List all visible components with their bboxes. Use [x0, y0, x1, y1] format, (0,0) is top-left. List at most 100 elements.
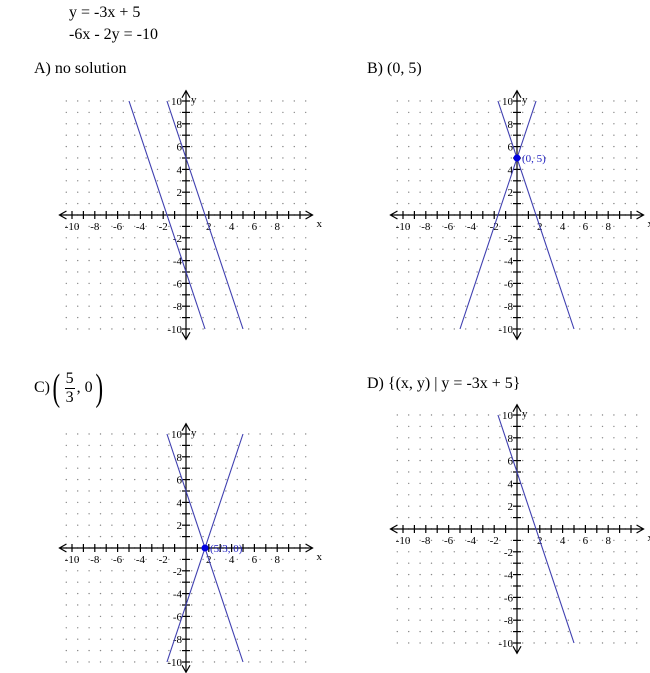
grid-dot — [544, 145, 547, 148]
grid-dot — [191, 100, 193, 102]
grid-dot — [533, 471, 535, 473]
grid-dot — [77, 513, 79, 515]
grid-dot — [111, 444, 113, 447]
grid-dot — [122, 627, 125, 629]
grid-dot — [282, 467, 284, 469]
grid-dot — [636, 516, 638, 519]
grid-dot — [590, 259, 592, 262]
grid-dot — [510, 551, 512, 553]
grid-dot — [236, 649, 238, 652]
grid-dot — [613, 459, 615, 462]
grid-dot — [556, 630, 558, 633]
choice-a-label[interactable]: A) no solution — [34, 59, 126, 79]
grid-dot — [510, 271, 512, 273]
grid-dot — [430, 225, 433, 228]
grid-dot — [396, 414, 398, 416]
choice-c-label[interactable]: C) ( 5 3 , 0 ) — [34, 369, 105, 407]
grid-dot — [293, 615, 295, 618]
grid-dot — [613, 237, 615, 239]
grid-dot — [556, 180, 558, 182]
left-paren: ( — [52, 367, 61, 409]
grid-dot — [556, 282, 558, 285]
grid-dot — [168, 123, 170, 125]
grid-dot — [77, 157, 79, 159]
y-tick-label: 6 — [508, 456, 514, 468]
grid-dot — [99, 535, 102, 538]
grid-dot — [88, 649, 90, 652]
grid-dot — [567, 145, 569, 148]
grid-dot — [236, 157, 238, 159]
grid-dot — [487, 202, 490, 205]
grid-dot — [430, 180, 433, 182]
grid-dot — [533, 425, 535, 428]
grid-dot — [556, 111, 558, 114]
grid-dot — [225, 592, 227, 595]
grid-dot — [487, 168, 490, 171]
grid-dot — [259, 638, 261, 640]
choice-b-label[interactable]: B) (0, 5) — [367, 59, 422, 79]
grid-dot — [270, 157, 273, 159]
grid-dot — [522, 539, 524, 542]
grid-dot — [191, 592, 193, 595]
y-tick-label: 2 — [177, 187, 183, 199]
grid-dot — [510, 305, 512, 307]
grid-dot — [236, 305, 238, 307]
grid-dot — [134, 134, 136, 136]
grid-dot — [442, 134, 444, 136]
grid-dot — [533, 596, 535, 599]
grid-dot — [179, 535, 181, 538]
grid-dot — [544, 630, 547, 633]
grid-dot — [248, 237, 250, 239]
grid-dot — [624, 305, 626, 307]
grid-dot — [567, 630, 569, 633]
choice-d-label[interactable]: D) {(x, y) | y = -3x + 5} — [367, 374, 520, 394]
grid-dot — [476, 425, 478, 428]
grid-dot — [99, 444, 102, 447]
grid-dot — [259, 478, 261, 481]
grid-dot — [522, 145, 524, 148]
grid-dot — [202, 237, 204, 239]
grid-dot — [111, 638, 113, 640]
grid-dot — [305, 237, 307, 239]
grid-dot — [213, 225, 216, 228]
grid-dot — [202, 180, 204, 182]
grid-dot — [419, 305, 421, 307]
grid-dot — [248, 225, 250, 228]
grid-dot — [213, 467, 216, 469]
grid-dot — [442, 100, 444, 102]
grid-dot — [465, 573, 467, 576]
grid-dot — [156, 433, 159, 435]
grid-dot — [65, 581, 67, 583]
grid-dot — [613, 100, 615, 102]
grid-dot — [544, 551, 547, 553]
grid-dot — [487, 630, 490, 633]
grid-dot — [65, 501, 67, 504]
grid-dot — [202, 661, 204, 663]
grid-dot — [282, 615, 284, 618]
grid-dot — [499, 448, 501, 450]
grid-dot — [65, 661, 67, 663]
grid-dot — [522, 168, 524, 171]
grid-dot — [465, 448, 467, 450]
grid-dot — [590, 134, 592, 136]
grid-dot — [590, 414, 592, 416]
grid-dot — [122, 248, 125, 250]
grid-dot — [65, 225, 67, 228]
grid-dot — [636, 608, 638, 610]
grid-dot — [122, 168, 125, 171]
grid-dot — [510, 225, 512, 228]
grid-dot — [556, 482, 558, 485]
y-tick-label: -2 — [504, 547, 513, 559]
grid-dot — [179, 524, 181, 526]
grid-dot — [99, 111, 102, 114]
grid-dot — [134, 100, 136, 102]
grid-dot — [476, 248, 478, 250]
grid-dot — [613, 516, 615, 519]
grid-dot — [134, 271, 136, 273]
grid-dot — [88, 570, 90, 572]
y-tick-label: -4 — [173, 256, 183, 268]
grid-dot — [293, 513, 295, 515]
grid-dot — [122, 456, 125, 458]
grid-dot — [408, 134, 410, 136]
grid-dot — [419, 248, 421, 250]
